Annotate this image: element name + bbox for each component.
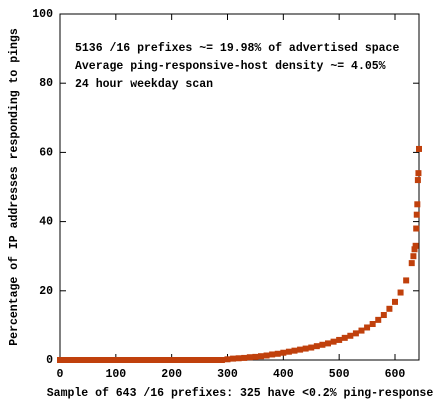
point (416, 145, 422, 152)
point (84, 357, 91, 363)
point (263, 352, 270, 359)
point (118, 357, 125, 363)
point (196, 357, 203, 363)
x-tick-label: 400 (273, 368, 294, 381)
point (140, 357, 147, 363)
point (163, 357, 170, 363)
point (403, 277, 410, 284)
point (135, 357, 142, 363)
point (302, 345, 309, 352)
y-tick-label: 80 (39, 77, 53, 90)
point (168, 357, 175, 363)
point (79, 357, 86, 363)
point (413, 211, 420, 218)
point (123, 357, 130, 363)
y-tick-label: 100 (32, 8, 53, 21)
point (57, 357, 63, 363)
x-axis-label: Sample of 643 /16 prefixes: 325 have <0.… (47, 387, 434, 400)
point (246, 354, 253, 361)
x-tick-label: 200 (161, 368, 182, 381)
point (319, 341, 326, 348)
point (410, 253, 417, 260)
point (190, 357, 197, 363)
point (218, 357, 225, 363)
point (386, 305, 393, 312)
point (207, 357, 214, 363)
point (375, 316, 382, 323)
point (112, 357, 119, 363)
point (285, 348, 292, 355)
point (257, 353, 264, 360)
point (414, 201, 421, 208)
point (68, 357, 75, 363)
annotation: 5136 /16 prefixes ~= 19.98% of advertise… (75, 42, 399, 55)
point (358, 327, 365, 334)
x-tick-label: 500 (329, 368, 350, 381)
point (408, 260, 415, 267)
annotation: Average ping-responsive-host density ~= … (75, 60, 386, 73)
point (96, 357, 103, 363)
point (151, 357, 158, 363)
y-tick-label: 20 (39, 285, 53, 298)
point (397, 289, 404, 296)
x-tick-label: 300 (217, 368, 238, 381)
point (411, 246, 418, 253)
point (157, 357, 164, 363)
point (414, 177, 421, 184)
point (146, 357, 153, 363)
point (224, 356, 231, 363)
point (347, 332, 354, 339)
point (336, 336, 343, 343)
point (62, 357, 69, 363)
point (324, 340, 331, 347)
y-tick-label: 40 (39, 216, 53, 229)
point (291, 347, 298, 354)
point (380, 312, 387, 319)
point (179, 357, 186, 363)
point (369, 321, 376, 328)
y-axis-label: Percentage of IP addresses responding to… (8, 28, 21, 346)
point (412, 242, 419, 249)
y-tick-label: 60 (39, 146, 53, 159)
point (235, 355, 242, 362)
point (185, 357, 192, 363)
point (297, 346, 304, 353)
x-tick-label: 100 (105, 368, 126, 381)
point (413, 225, 420, 232)
point (252, 353, 259, 360)
point (107, 357, 114, 363)
point (174, 357, 181, 363)
point (313, 343, 320, 350)
y-tick-label: 0 (46, 354, 53, 367)
annotation: 24 hour weekday scan (75, 78, 213, 91)
point (391, 298, 398, 305)
point (241, 354, 248, 361)
point (280, 349, 287, 356)
point (213, 357, 220, 363)
point (230, 355, 237, 362)
point (129, 357, 136, 363)
point (269, 351, 276, 358)
point (364, 324, 371, 331)
point (352, 330, 359, 337)
point (90, 357, 97, 363)
point (202, 357, 209, 363)
point (415, 170, 422, 177)
point (308, 344, 315, 351)
x-tick-label: 600 (385, 368, 406, 381)
x-tick-label: 0 (57, 368, 64, 381)
point (274, 350, 281, 357)
point (330, 338, 337, 345)
point (101, 357, 108, 363)
point (341, 334, 348, 341)
point (73, 357, 80, 363)
